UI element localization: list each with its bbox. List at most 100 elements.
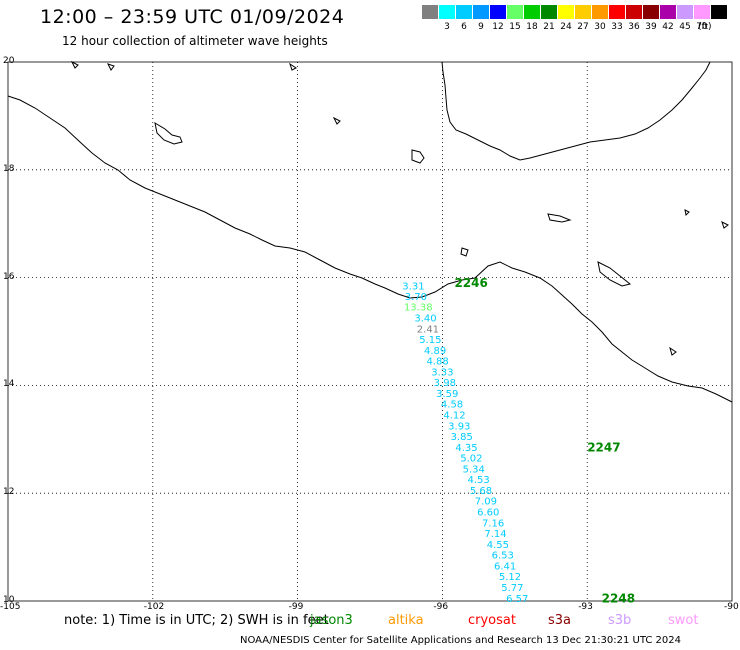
wave-height-value: 4.53 xyxy=(467,475,489,486)
wave-height-value: 6.60 xyxy=(477,508,499,519)
legend-label: 18 xyxy=(526,22,538,32)
island-12 xyxy=(684,209,690,217)
wave-height-value: 13.38 xyxy=(404,303,433,314)
coastline-pacific-mexico xyxy=(7,95,733,403)
legend-swatch xyxy=(609,5,625,19)
island-8 xyxy=(289,62,297,71)
page-subtitle: 12 hour collection of altimeter wave hei… xyxy=(62,34,328,48)
legend-label: 45 xyxy=(679,22,691,32)
legend-swatch xyxy=(626,5,642,19)
legend-label: 9 xyxy=(478,22,484,32)
legend-swatch xyxy=(694,5,710,19)
wave-height-value: 5.34 xyxy=(463,464,485,475)
legend-label: 6 xyxy=(461,22,467,32)
graticule xyxy=(8,62,732,601)
wave-height-value: 7.16 xyxy=(482,518,504,529)
wave-height-value: 6.57 xyxy=(506,594,528,605)
longitude-label: -105 xyxy=(0,602,21,612)
legend-swatch xyxy=(507,5,523,19)
island-5 xyxy=(460,247,469,257)
legend-label: 21 xyxy=(543,22,555,32)
wave-height-value: 5.02 xyxy=(460,454,482,465)
legend-label: 36 xyxy=(628,22,640,32)
legend-label: 15 xyxy=(509,22,521,32)
island-2 xyxy=(411,149,425,164)
wave-height-value: 4.89 xyxy=(424,346,446,357)
wave-height-value: 3.40 xyxy=(414,313,436,324)
latitude-label: 20 xyxy=(3,56,15,66)
legend-swatch xyxy=(575,5,591,19)
wave-height-value: 3.98 xyxy=(434,378,456,389)
satellite-name-jason3: jason3 xyxy=(310,613,353,628)
legend-swatch xyxy=(422,5,438,19)
wave-height-value: 4.55 xyxy=(487,540,509,551)
pass-number-label: 2248 xyxy=(602,591,635,605)
latitude-label: 12 xyxy=(3,487,15,498)
wave-height-value: 3.33 xyxy=(431,367,453,378)
legend-label: 33 xyxy=(611,22,623,32)
island-10 xyxy=(721,221,729,229)
coastline-gulf-of-mexico xyxy=(441,61,711,161)
wave-height-value: 5.12 xyxy=(499,572,521,583)
latitude-label: 14 xyxy=(3,379,15,390)
wave-height-value: 3.70 xyxy=(405,292,427,303)
legend-swatch xyxy=(660,5,676,19)
island-6 xyxy=(70,60,79,69)
pass-number-label: 2246 xyxy=(454,276,487,290)
island-7 xyxy=(107,63,115,71)
wave-height-value: 6.41 xyxy=(494,561,516,572)
island-1 xyxy=(154,121,183,145)
pass-number-label: 2247 xyxy=(587,440,620,454)
coastline xyxy=(7,60,733,403)
altimeter-track: 3.313.7013.383.402.415.154.894.883.333.9… xyxy=(402,276,635,605)
legend-label: 70 xyxy=(696,22,708,32)
wave-height-value: 3.31 xyxy=(402,282,424,293)
legend-swatch xyxy=(473,5,489,19)
legend-swatch xyxy=(592,5,608,19)
map-frame xyxy=(7,61,733,602)
legend-label: 39 xyxy=(645,22,657,32)
legend-swatch xyxy=(558,5,574,19)
latitude-label: 18 xyxy=(3,163,15,174)
wave-height-value: 4.88 xyxy=(426,357,448,368)
longitude-label: -99 xyxy=(288,602,304,612)
legend-label: 24 xyxy=(560,22,572,32)
satellite-name-swot: swot xyxy=(668,613,699,628)
legend-swatch xyxy=(677,5,693,19)
island-9 xyxy=(332,116,341,125)
longitude-label: -96 xyxy=(433,602,449,612)
island-11 xyxy=(669,346,677,356)
wave-height-value: 4.12 xyxy=(443,411,465,422)
satellite-name-altika: altika xyxy=(388,613,424,628)
legend-label: 30 xyxy=(594,22,606,32)
wave-height-value: 5.15 xyxy=(419,335,441,346)
legend-swatch xyxy=(490,5,506,19)
legend-label: 42 xyxy=(662,22,674,32)
legend-swatch xyxy=(456,5,472,19)
legend-unit: (ft) xyxy=(698,22,712,32)
longitude-label: -90 xyxy=(724,602,739,612)
wave-height-value: 7.14 xyxy=(484,529,506,540)
wave-height-value: 3.59 xyxy=(436,389,458,400)
legend-swatch xyxy=(541,5,557,19)
wave-height-value: 6.53 xyxy=(492,551,514,562)
wave-height-value: 5.77 xyxy=(501,583,523,594)
wave-height-value: 4.35 xyxy=(455,443,477,454)
island-3 xyxy=(547,213,572,223)
legend-label: 3 xyxy=(444,22,450,32)
legend-swatch xyxy=(711,5,727,19)
legend-label: 12 xyxy=(492,22,504,32)
footer-note: note: 1) Time is in UTC; 2) SWH is in fe… xyxy=(64,613,329,628)
legend-swatch xyxy=(524,5,540,19)
latitude-label: 10 xyxy=(3,595,15,605)
wave-height-value: 3.85 xyxy=(451,432,473,443)
satellite-name-s3b: s3b xyxy=(608,613,632,628)
satellite-name-cryosat: cryosat xyxy=(468,613,516,628)
island-4 xyxy=(597,261,632,287)
wave-height-value: 4.58 xyxy=(441,400,463,411)
legend-swatch xyxy=(643,5,659,19)
wave-height-value: 3.93 xyxy=(448,421,470,432)
legend-swatch xyxy=(439,5,455,19)
